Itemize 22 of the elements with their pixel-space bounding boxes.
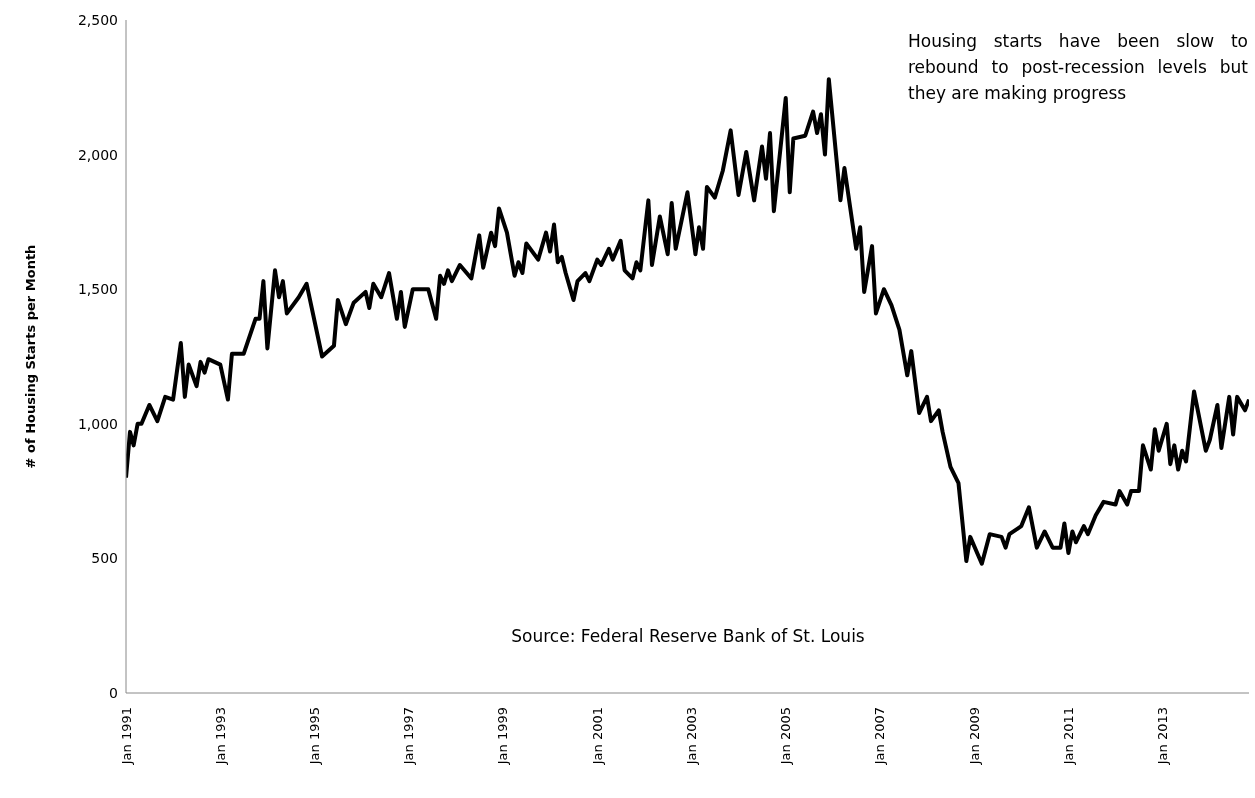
y-tick-label: 0	[109, 684, 118, 701]
x-tick-label: Jan 2003	[683, 707, 699, 766]
y-tick-label: 500	[91, 550, 118, 567]
x-tick-label: Jan 2001	[589, 707, 605, 766]
line-series	[126, 77, 1249, 566]
y-tick-label: 2,500	[77, 11, 118, 28]
x-tick-label: Jan 2007	[872, 707, 888, 766]
x-tick-label: Jan 1991	[118, 707, 134, 766]
x-tick-label: Jan 1999	[495, 707, 511, 766]
annotation: Housing starts have been slow to rebound to post-recession levels but they are making progress	[908, 30, 1248, 105]
x-tick-label: Jan 2011	[1060, 707, 1076, 766]
y-axis-title: # of Housing Starts per Month	[22, 244, 38, 469]
x-tick-label: Jan 1997	[401, 707, 417, 766]
x-tick-label: Jan 1995	[306, 707, 322, 766]
annotation: Source: Federal Reserve Bank of St. Louis	[510, 625, 866, 648]
x-tick-label: Jan 2005	[778, 707, 794, 766]
x-tick-label: Jan 1993	[212, 707, 228, 766]
x-tick-label: Jan 2013	[1155, 707, 1171, 766]
y-tick-label: 2,000	[77, 146, 118, 163]
y-tick-label: 1,000	[77, 415, 118, 432]
x-tick-label: Jan 2009	[966, 707, 982, 766]
y-tick-label: 1,500	[77, 281, 118, 298]
